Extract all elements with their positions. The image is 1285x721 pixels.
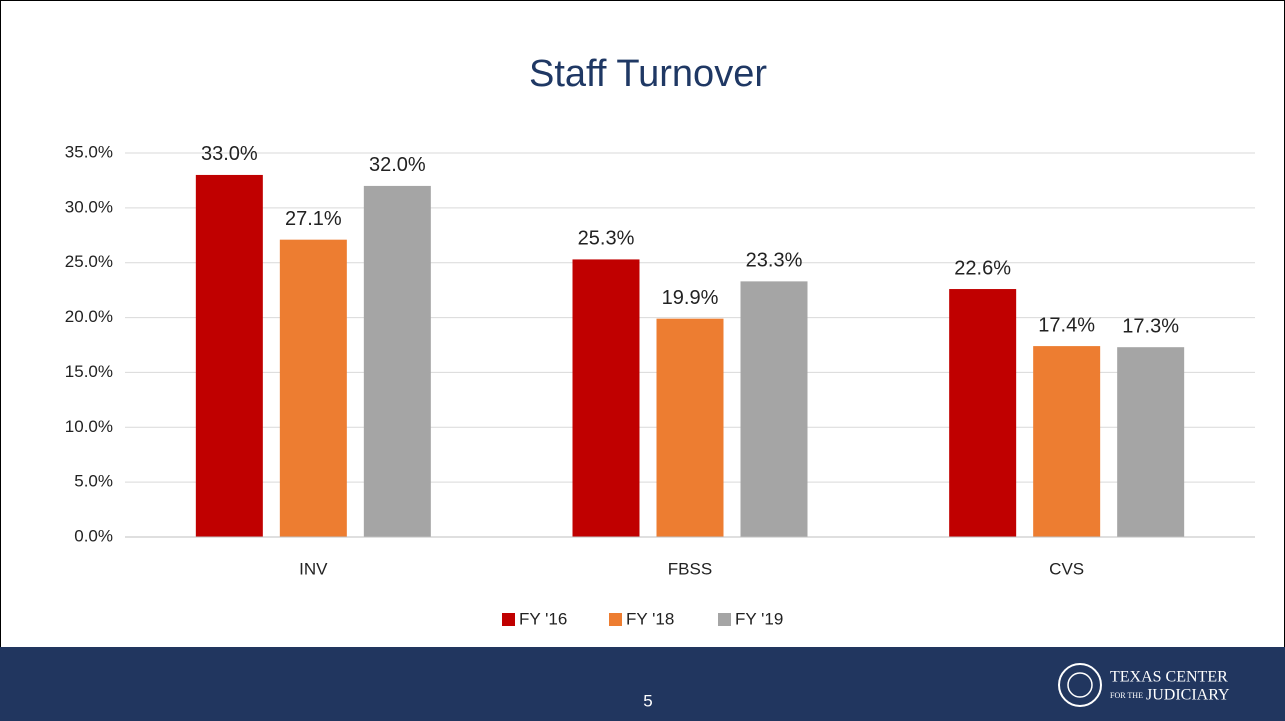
bar [1117,347,1185,537]
bar [279,239,347,537]
bar [195,174,263,537]
legend-swatch [502,613,515,626]
logo-text: TEXAS CENTER [1110,669,1228,686]
y-tick-label: 30.0% [65,197,113,216]
y-tick-label: 10.0% [65,417,113,436]
bar [740,281,808,537]
y-tick-label: 35.0% [65,142,113,161]
x-tick-label: INV [299,559,328,578]
x-tick-label: FBSS [668,559,712,578]
value-label: 27.1% [285,208,342,230]
legend-swatch [609,613,622,626]
legend-swatch [718,613,731,626]
value-label: 25.3% [578,228,635,250]
x-tick-label: CVS [1049,559,1084,578]
logo-seal [1058,663,1102,707]
y-tick-label: 25.0% [65,252,113,271]
bar [572,259,640,537]
logo-text: FOR THE [1110,691,1143,700]
legend-label: FY '16 [519,609,567,628]
y-tick-label: 20.0% [65,307,113,326]
bar [363,185,431,537]
value-label: 33.0% [201,143,258,165]
bar [656,318,724,537]
page-number: 5 [643,691,652,710]
logo-text: JUDICIARY [1146,687,1230,704]
logo-seal-inner [1067,672,1093,698]
value-label: 22.6% [954,257,1011,279]
y-tick-label: 0.0% [74,526,113,545]
footer-band [0,647,1285,721]
legend-label: FY '19 [735,609,783,628]
value-label: 32.0% [369,154,426,176]
y-tick-label: 5.0% [74,472,113,491]
value-label: 17.3% [1122,315,1179,337]
value-label: 17.4% [1038,314,1095,336]
chart-title: Staff Turnover [529,53,767,95]
y-tick-label: 15.0% [65,362,113,381]
bar [949,289,1017,537]
value-label: 23.3% [746,250,803,272]
bar [1033,346,1101,537]
legend-label: FY '18 [626,609,674,628]
value-label: 19.9% [662,287,719,309]
